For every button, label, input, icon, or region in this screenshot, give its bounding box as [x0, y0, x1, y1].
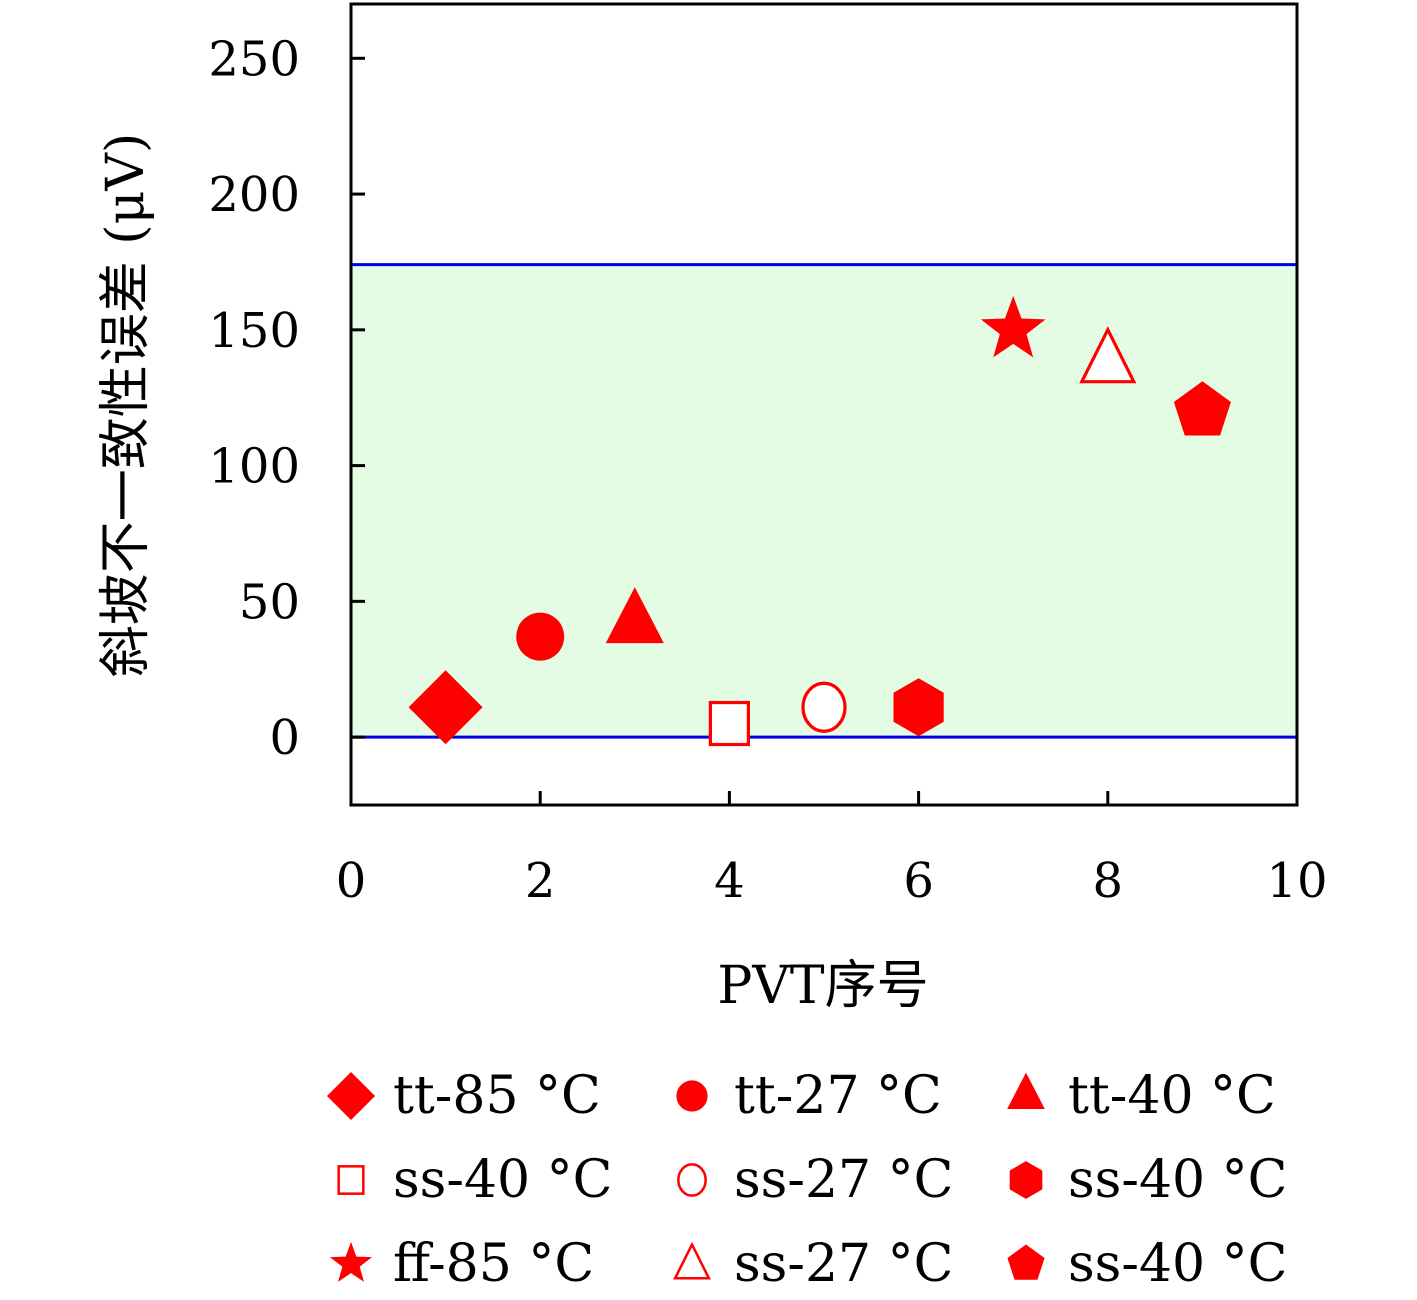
legend-marker: [1007, 1244, 1045, 1280]
legend-marker: [337, 1165, 365, 1195]
y-tick-label: 200: [208, 167, 300, 223]
x-tick-label: 6: [903, 853, 934, 909]
tolerance-band: [351, 264, 1297, 738]
x-tick-label: 8: [1093, 853, 1124, 909]
x-tick-label: 2: [525, 853, 556, 909]
data-point: [980, 295, 1046, 358]
legend-label: ff-85 °C: [393, 1234, 594, 1294]
y-axis-title: 斜坡不一致性误差 (μV): [96, 133, 156, 677]
data-point: [516, 612, 565, 661]
legend-marker: [673, 1241, 711, 1280]
y-tick-label: 150: [208, 303, 300, 359]
y-tick-label: 50: [239, 574, 300, 630]
legend-label: ss-27 °C: [734, 1234, 953, 1294]
y-tick-label: 0: [269, 710, 300, 766]
data-point: [1173, 381, 1231, 436]
legend-label: ss-40 °C: [1068, 1234, 1287, 1294]
legend-marker: [676, 1080, 708, 1112]
x-tick-label: 10: [1266, 853, 1327, 909]
x-tick-label: 4: [714, 853, 745, 909]
legend-marker: [677, 1163, 707, 1197]
legend-label: tt-40 °C: [1068, 1066, 1276, 1126]
data-point: [1079, 326, 1137, 384]
data-point: [408, 670, 483, 745]
x-axis-title: PVT序号: [717, 956, 928, 1016]
x-tick-label: 0: [336, 853, 367, 909]
plot-frame: [349, 2, 1299, 807]
legend-marker: [326, 1071, 376, 1121]
legend-label: ss-40 °C: [1068, 1150, 1287, 1210]
legend-label: tt-27 °C: [734, 1066, 942, 1126]
data-point: [605, 587, 664, 644]
data-point: [801, 681, 847, 733]
data-point: [708, 700, 751, 747]
data-point: [893, 678, 944, 737]
legend-label: ss-40 °C: [393, 1150, 612, 1210]
legend-marker: [1009, 1161, 1043, 1199]
y-tick-label: 250: [208, 31, 300, 87]
legend-label: tt-85 °C: [393, 1066, 601, 1126]
y-tick-label: 100: [208, 439, 300, 495]
legend-label: ss-27 °C: [734, 1150, 953, 1210]
legend-marker: [329, 1241, 373, 1282]
legend-marker: [1007, 1072, 1045, 1109]
legend: tt-85 °C tt-27 °C tt-40 °C ss-40 °C ss-27 °C…: [326, 1066, 1287, 1294]
